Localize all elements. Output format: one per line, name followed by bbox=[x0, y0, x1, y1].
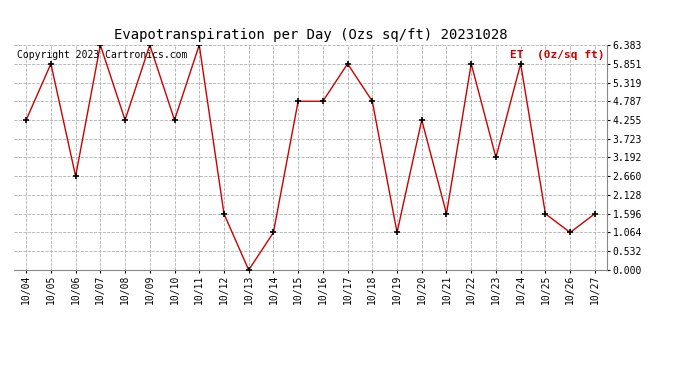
Text: ET  (0z/sq ft): ET (0z/sq ft) bbox=[510, 50, 604, 60]
Text: Copyright 2023 Cartronics.com: Copyright 2023 Cartronics.com bbox=[17, 50, 187, 60]
Title: Evapotranspiration per Day (Ozs sq/ft) 20231028: Evapotranspiration per Day (Ozs sq/ft) 2… bbox=[114, 28, 507, 42]
